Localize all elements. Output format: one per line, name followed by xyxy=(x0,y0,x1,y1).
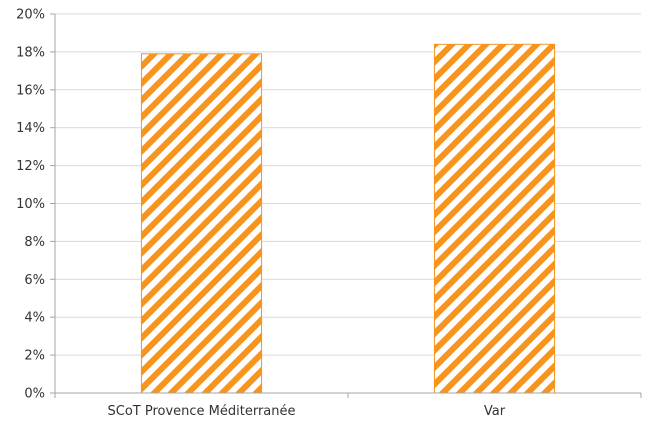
bar-layer xyxy=(140,43,556,394)
bar-1 xyxy=(140,53,263,394)
y-tick-label: 16% xyxy=(16,83,45,98)
y-tick-label: 0% xyxy=(24,387,45,402)
y-tick-label: 10% xyxy=(16,197,45,212)
label-layer: 0% 2% 4% 6% 8% 10% 12% 14% 16% 18% 20% SCoT Provenc… xyxy=(16,8,506,420)
y-tick-label: 2% xyxy=(24,349,45,364)
y-tick-label: 18% xyxy=(16,45,45,60)
x-category-label: Var xyxy=(484,404,506,419)
y-tick-label: 14% xyxy=(16,121,45,136)
axis-layer xyxy=(50,13,642,398)
bar-2 xyxy=(433,43,556,394)
x-category-label: SCoT Provence Méditerranée xyxy=(107,404,295,419)
y-tick-label: 8% xyxy=(24,235,45,250)
y-tick-label: 20% xyxy=(16,8,45,23)
y-tick-label: 6% xyxy=(24,273,45,288)
y-tick-label: 12% xyxy=(16,159,45,174)
y-tick-label: 4% xyxy=(24,311,45,326)
